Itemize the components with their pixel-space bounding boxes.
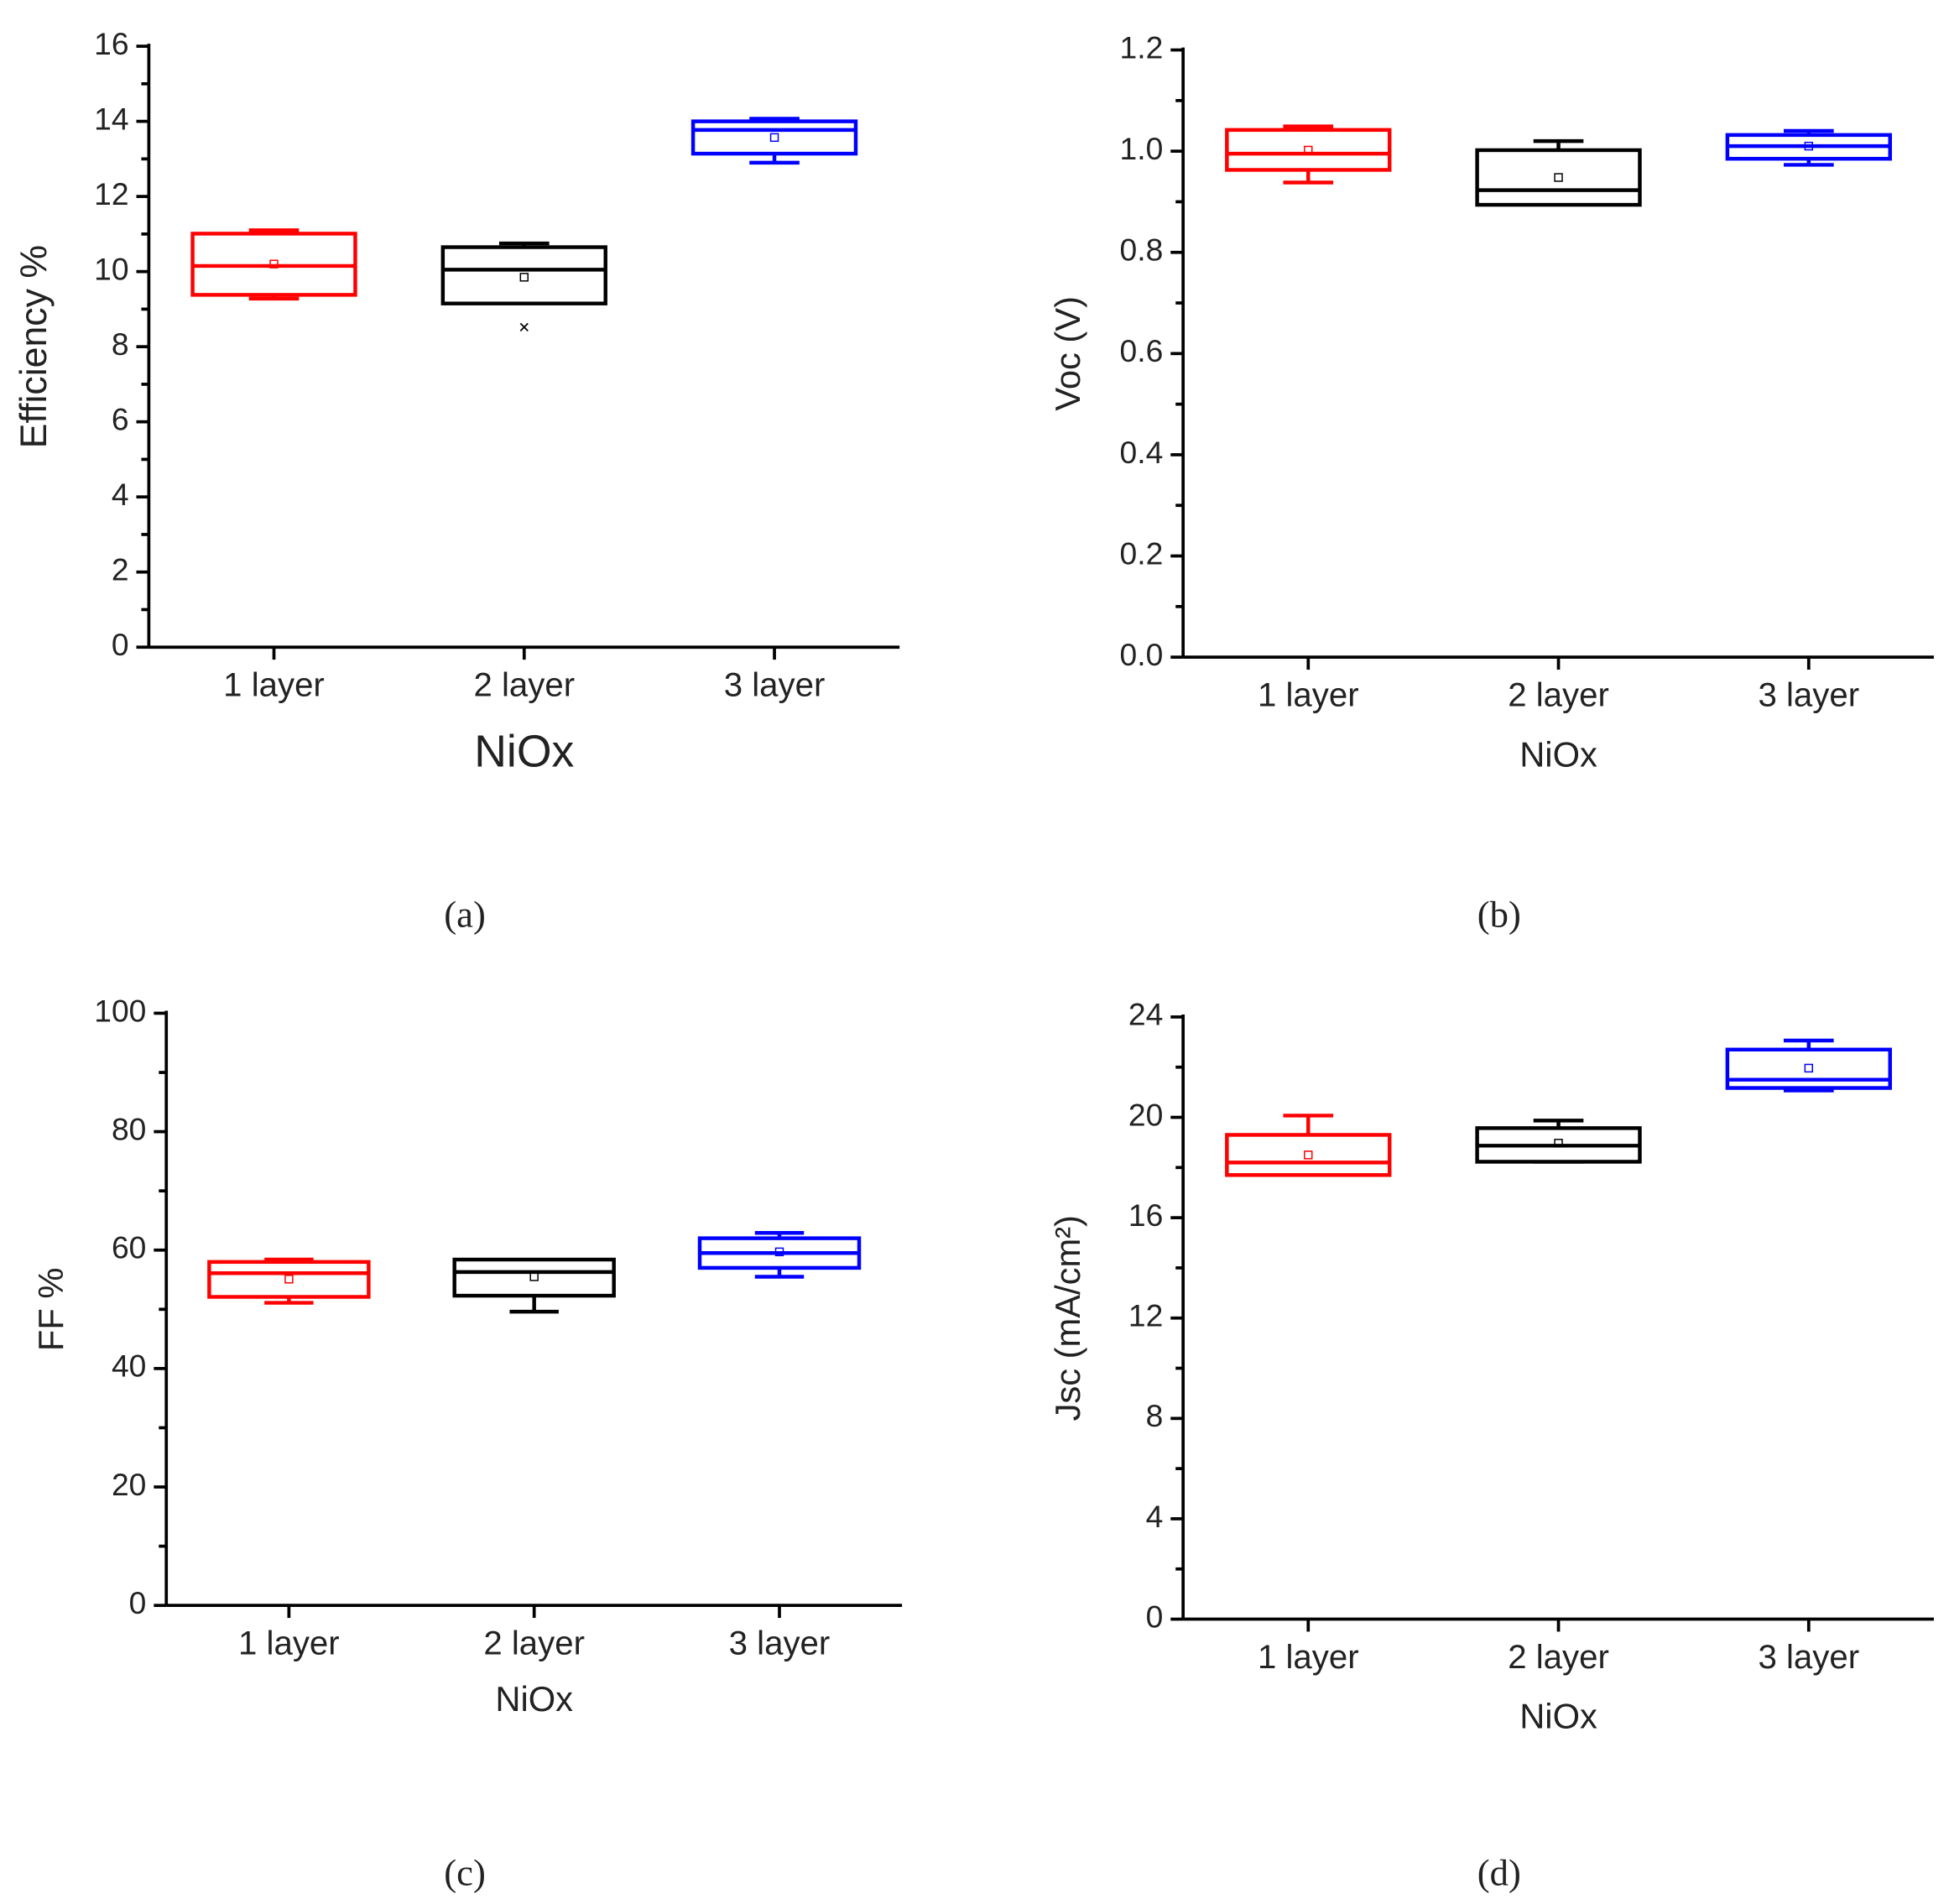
- y-tick-label: 10: [94, 251, 128, 286]
- mean: [1804, 1063, 1814, 1073]
- x-tick-label: 1 layer: [1258, 1638, 1359, 1676]
- x-tick-label: 3 layer: [729, 1624, 831, 1661]
- y-tick-label: 2: [112, 552, 129, 587]
- y-tick-label: 0.6: [1120, 333, 1164, 368]
- y-axis-label: Voc (V): [1048, 296, 1087, 411]
- y-axis-label: FF %: [31, 1268, 70, 1352]
- x-axis-label: NiOx: [495, 1679, 573, 1719]
- caption: (d): [1477, 1851, 1521, 1893]
- y-tick-label: 0.2: [1120, 535, 1164, 571]
- y-tick-label: 0: [112, 627, 129, 662]
- x-tick-label: 1 layer: [223, 665, 325, 703]
- x-axis-label: NiOx: [474, 726, 574, 776]
- y-tick-label: 40: [112, 1348, 146, 1384]
- box: [452, 1257, 616, 1298]
- caption: (c): [444, 1851, 486, 1893]
- y-tick-label: 8: [112, 326, 129, 362]
- y-tick-label: 16: [94, 26, 128, 61]
- y-tick-label: 0.8: [1120, 232, 1164, 268]
- mean: [1304, 145, 1313, 155]
- y-tick-label: 24: [1128, 997, 1163, 1032]
- y-tick-label: 0: [1146, 1599, 1164, 1634]
- y-tick-label: 1.0: [1120, 131, 1164, 166]
- y-tick-label: 0.4: [1120, 435, 1164, 470]
- y-tick-label: 6: [112, 401, 129, 436]
- y-tick-label: 4: [112, 477, 129, 512]
- y-tick-label: 4: [1146, 1499, 1164, 1534]
- y-tick-label: 80: [112, 1111, 146, 1146]
- mean: [1554, 1139, 1563, 1148]
- box: [440, 245, 607, 305]
- x-tick-label: 3 layer: [1758, 1638, 1859, 1676]
- box: [1225, 1133, 1392, 1177]
- outlier: [519, 322, 529, 331]
- caption: (a): [444, 894, 486, 936]
- mean: [269, 259, 279, 269]
- y-tick-label: 8: [1146, 1398, 1164, 1433]
- x-axis-label: NiOx: [1519, 734, 1597, 774]
- mean: [1304, 1150, 1313, 1160]
- y-tick-label: 16: [1128, 1197, 1163, 1233]
- y-tick-label: 0: [129, 1585, 147, 1620]
- mean: [284, 1275, 294, 1284]
- x-tick-label: 3 layer: [1758, 676, 1859, 713]
- x-axis-label: NiOx: [1519, 1697, 1597, 1736]
- y-tick-label: 100: [94, 993, 146, 1028]
- y-tick-label: 12: [94, 176, 128, 211]
- mean: [529, 1272, 539, 1281]
- mean: [519, 273, 529, 282]
- mean: [774, 1247, 784, 1257]
- x-tick-label: 2 layer: [473, 665, 575, 703]
- caption: (b): [1477, 894, 1521, 936]
- mean: [1554, 173, 1563, 182]
- box: [207, 1260, 371, 1299]
- x-tick-label: 1 layer: [1258, 676, 1359, 713]
- y-tick-label: 0.0: [1120, 637, 1164, 672]
- y-tick-label: 14: [94, 101, 128, 136]
- box: [1475, 148, 1642, 207]
- x-tick-label: 3 layer: [724, 665, 826, 703]
- y-tick-label: 60: [112, 1230, 146, 1265]
- mean: [1804, 141, 1814, 151]
- x-tick-label: 2 layer: [1508, 1638, 1609, 1676]
- y-tick-label: 20: [1128, 1097, 1163, 1132]
- y-tick-label: 12: [1128, 1298, 1163, 1333]
- y-axis-label: Efficiency %: [13, 245, 55, 448]
- y-tick-label: 1.2: [1120, 29, 1164, 65]
- x-tick-label: 2 layer: [483, 1624, 585, 1661]
- box: [1725, 1047, 1892, 1090]
- x-tick-label: 2 layer: [1508, 676, 1609, 713]
- box: [1225, 128, 1392, 172]
- mean: [769, 133, 779, 143]
- y-tick-label: 20: [112, 1467, 146, 1502]
- y-axis-label: Jsc (mA/cm²): [1048, 1215, 1087, 1421]
- x-tick-label: 1 layer: [238, 1624, 340, 1661]
- box: [690, 119, 858, 156]
